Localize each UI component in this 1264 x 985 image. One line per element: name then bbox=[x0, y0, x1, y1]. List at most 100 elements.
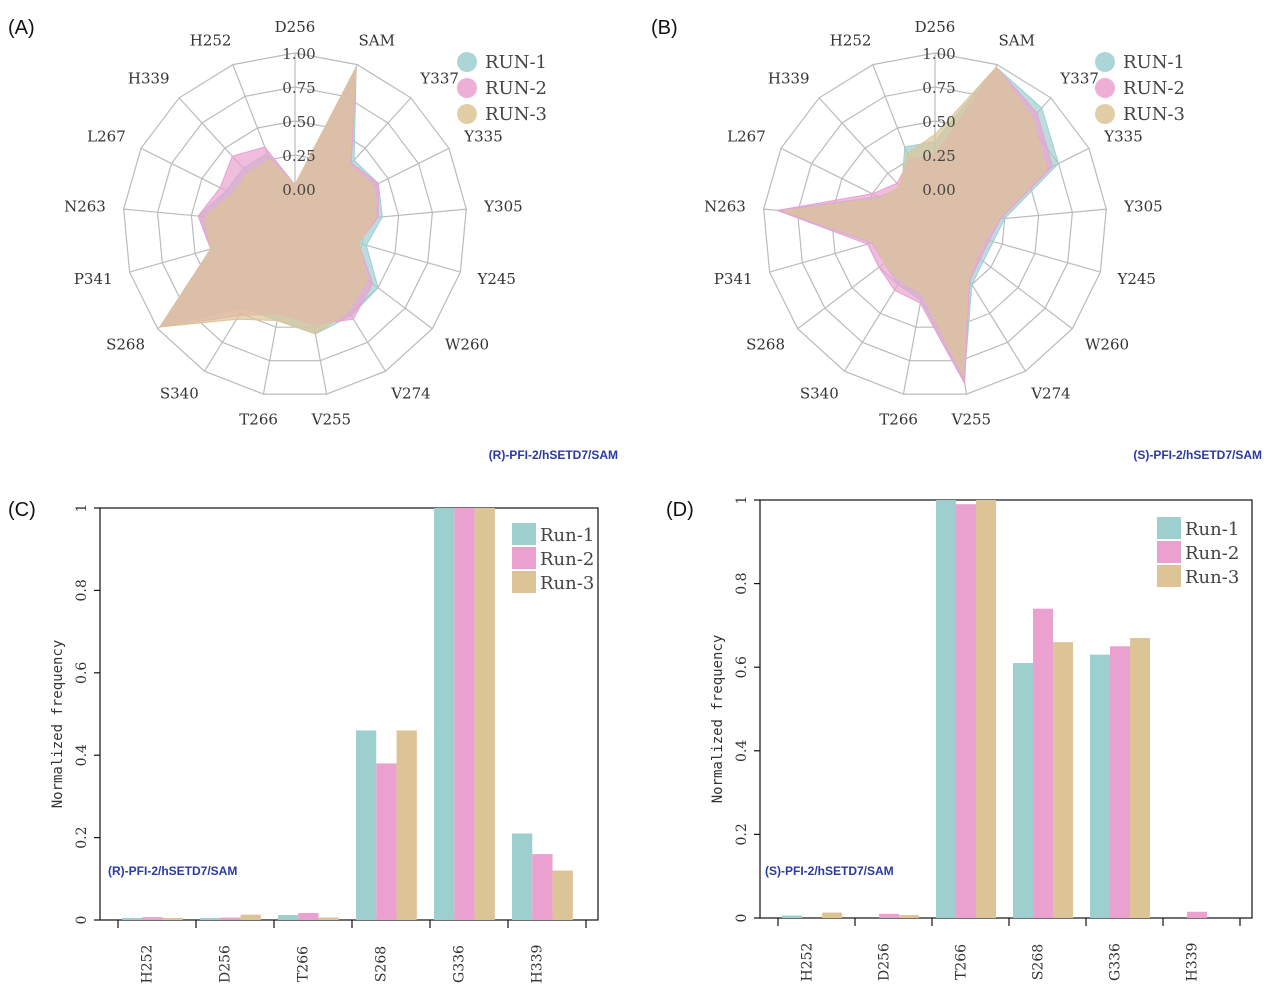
axis-label-h252: H252 bbox=[190, 31, 232, 49]
bar-t266-run1 bbox=[278, 915, 299, 920]
legend-swatch-2 bbox=[1157, 541, 1181, 563]
y-tick-label: 0.6 bbox=[74, 662, 90, 684]
bar-t266-run3 bbox=[976, 500, 997, 918]
bar-s268-run2 bbox=[1033, 608, 1054, 918]
legend-label-2: Run-2 bbox=[1185, 543, 1239, 564]
axis-label-s340: S340 bbox=[160, 384, 199, 402]
x-tick-label-h339: H339 bbox=[530, 945, 546, 984]
ring-label: 1.00 bbox=[922, 45, 955, 63]
plot-frame bbox=[99, 507, 599, 921]
axis-label-n263: N263 bbox=[704, 198, 746, 216]
bar-h252-run2 bbox=[142, 917, 163, 920]
legend-label-2: Run-2 bbox=[540, 549, 594, 570]
radar-panel-a: (A) D256 SAM Y337 Y335 Y305 Y245 W260 V274 V255 T2… bbox=[8, 17, 618, 462]
axis-label-d256: D256 bbox=[275, 18, 316, 36]
axis-label-v274: V274 bbox=[390, 384, 430, 402]
series-area-3 bbox=[783, 66, 1047, 376]
axis-label-h339: H339 bbox=[128, 70, 170, 88]
bar-d256-run2 bbox=[879, 913, 900, 918]
ring-label: 0.75 bbox=[922, 79, 955, 97]
ring-label: 0.00 bbox=[282, 181, 315, 199]
x-tick-label-s268: S268 bbox=[374, 946, 390, 982]
bar-h252-run3 bbox=[822, 912, 843, 918]
panel-label: (A) bbox=[8, 17, 35, 39]
y-tick-label: 1 bbox=[74, 504, 90, 513]
legend-label-1: Run-1 bbox=[540, 525, 594, 546]
ring-label: 0.25 bbox=[922, 147, 955, 165]
axis-label-l267: L267 bbox=[727, 128, 766, 146]
bar-h339-run3 bbox=[552, 870, 573, 920]
bar-panel-d: (D) 0 0.2 0.4 0.6 0.8 1 Normalized frequency H25… bbox=[666, 496, 1253, 982]
axis-label-y245: Y245 bbox=[1116, 270, 1156, 288]
legend-label-3: RUN-3 bbox=[1123, 104, 1185, 125]
x-tick-label-s268: S268 bbox=[1030, 944, 1046, 980]
series-area-3 bbox=[158, 66, 377, 335]
legend-label-1: Run-1 bbox=[1185, 519, 1239, 540]
legend-marker-1 bbox=[457, 52, 477, 72]
bar-t266-run3 bbox=[318, 917, 339, 920]
ring-label: 0.50 bbox=[282, 113, 315, 131]
bar-h339-run2 bbox=[532, 854, 553, 920]
legend-label-2: RUN-2 bbox=[485, 78, 547, 99]
axis-label-d256: D256 bbox=[915, 18, 956, 36]
x-tick-label-g336: G336 bbox=[1107, 943, 1123, 981]
axis-label-l267: L267 bbox=[87, 128, 126, 146]
y-tick-label: 0.8 bbox=[734, 572, 750, 594]
bar-g336-run2 bbox=[454, 508, 475, 920]
bar-g336-run1 bbox=[434, 508, 455, 920]
legend-marker-1 bbox=[1095, 52, 1115, 72]
axis-label-p341: P341 bbox=[714, 270, 753, 288]
y-tick-label: 0.4 bbox=[734, 740, 750, 762]
plot-frame bbox=[759, 499, 1253, 919]
ring-label: 0.00 bbox=[922, 181, 955, 199]
bar-g336-run2 bbox=[1110, 646, 1131, 918]
bar-s268-run2 bbox=[376, 763, 397, 920]
legend-label-1: RUN-1 bbox=[485, 52, 547, 73]
x-tick-label-h252: H252 bbox=[799, 943, 815, 982]
panel-label: (B) bbox=[651, 17, 678, 39]
x-tick-label-d256: D256 bbox=[218, 945, 234, 983]
x-tick-label-t266: T266 bbox=[953, 944, 969, 980]
y-tick-label: 0.2 bbox=[734, 823, 750, 845]
legend-marker-3 bbox=[457, 104, 477, 124]
grid-spoke bbox=[818, 97, 912, 199]
axis-label-s268: S268 bbox=[106, 335, 145, 353]
legend-label-3: RUN-3 bbox=[485, 104, 547, 125]
axis-label-h339: H339 bbox=[768, 70, 810, 88]
axis-label-w260: W260 bbox=[445, 335, 489, 353]
panel-caption: (S)-PFI-2/hSETD7/SAM bbox=[1133, 448, 1262, 462]
bar-t266-run1 bbox=[936, 500, 957, 918]
panel-caption: (R)-PFI-2/hSETD7/SAM bbox=[489, 448, 618, 462]
legend-swatch-3 bbox=[512, 571, 536, 593]
axis-label-t266: T266 bbox=[239, 411, 278, 429]
axis-label-p341: P341 bbox=[74, 270, 113, 288]
bar-h252-run3 bbox=[162, 917, 183, 920]
panel-caption: (R)-PFI-2/hSETD7/SAM bbox=[108, 864, 237, 878]
axis-label-y335: Y335 bbox=[463, 128, 503, 146]
grid-ring bbox=[123, 52, 467, 395]
bar-g336-run3 bbox=[1130, 637, 1151, 918]
ring-label: 1.00 bbox=[282, 45, 315, 63]
bar-d256-run3 bbox=[240, 914, 261, 920]
panel-label: (C) bbox=[8, 499, 36, 521]
grid-ring bbox=[763, 52, 1107, 395]
ring-label: 0.25 bbox=[282, 147, 315, 165]
legend-label-2: RUN-2 bbox=[1123, 78, 1185, 99]
axis-label-n263: N263 bbox=[64, 198, 106, 216]
legend-label-1: RUN-1 bbox=[1123, 52, 1185, 73]
legend-swatch-3 bbox=[1157, 565, 1181, 587]
bar-h252-run1 bbox=[782, 915, 803, 918]
axis-label-v255: V255 bbox=[311, 411, 351, 429]
bar-s268-run3 bbox=[396, 730, 417, 920]
x-tick-label-h252: H252 bbox=[140, 945, 156, 984]
y-tick-label: 0.8 bbox=[74, 579, 90, 601]
y-tick-label: 0 bbox=[734, 914, 750, 923]
axis-label-y335: Y335 bbox=[1103, 128, 1143, 146]
bar-panel-c: (C) 0 0.2 0.4 0.6 0.8 1 Normalized frequency H25… bbox=[8, 499, 599, 984]
x-tick-label-h339: H339 bbox=[1184, 943, 1200, 982]
bar-g336-run1 bbox=[1090, 654, 1111, 918]
bar-s268-run1 bbox=[1013, 663, 1034, 918]
panel-label: (D) bbox=[666, 499, 694, 521]
axis-label-y305: Y305 bbox=[1123, 198, 1163, 216]
axis-label-sam: SAM bbox=[999, 31, 1035, 49]
